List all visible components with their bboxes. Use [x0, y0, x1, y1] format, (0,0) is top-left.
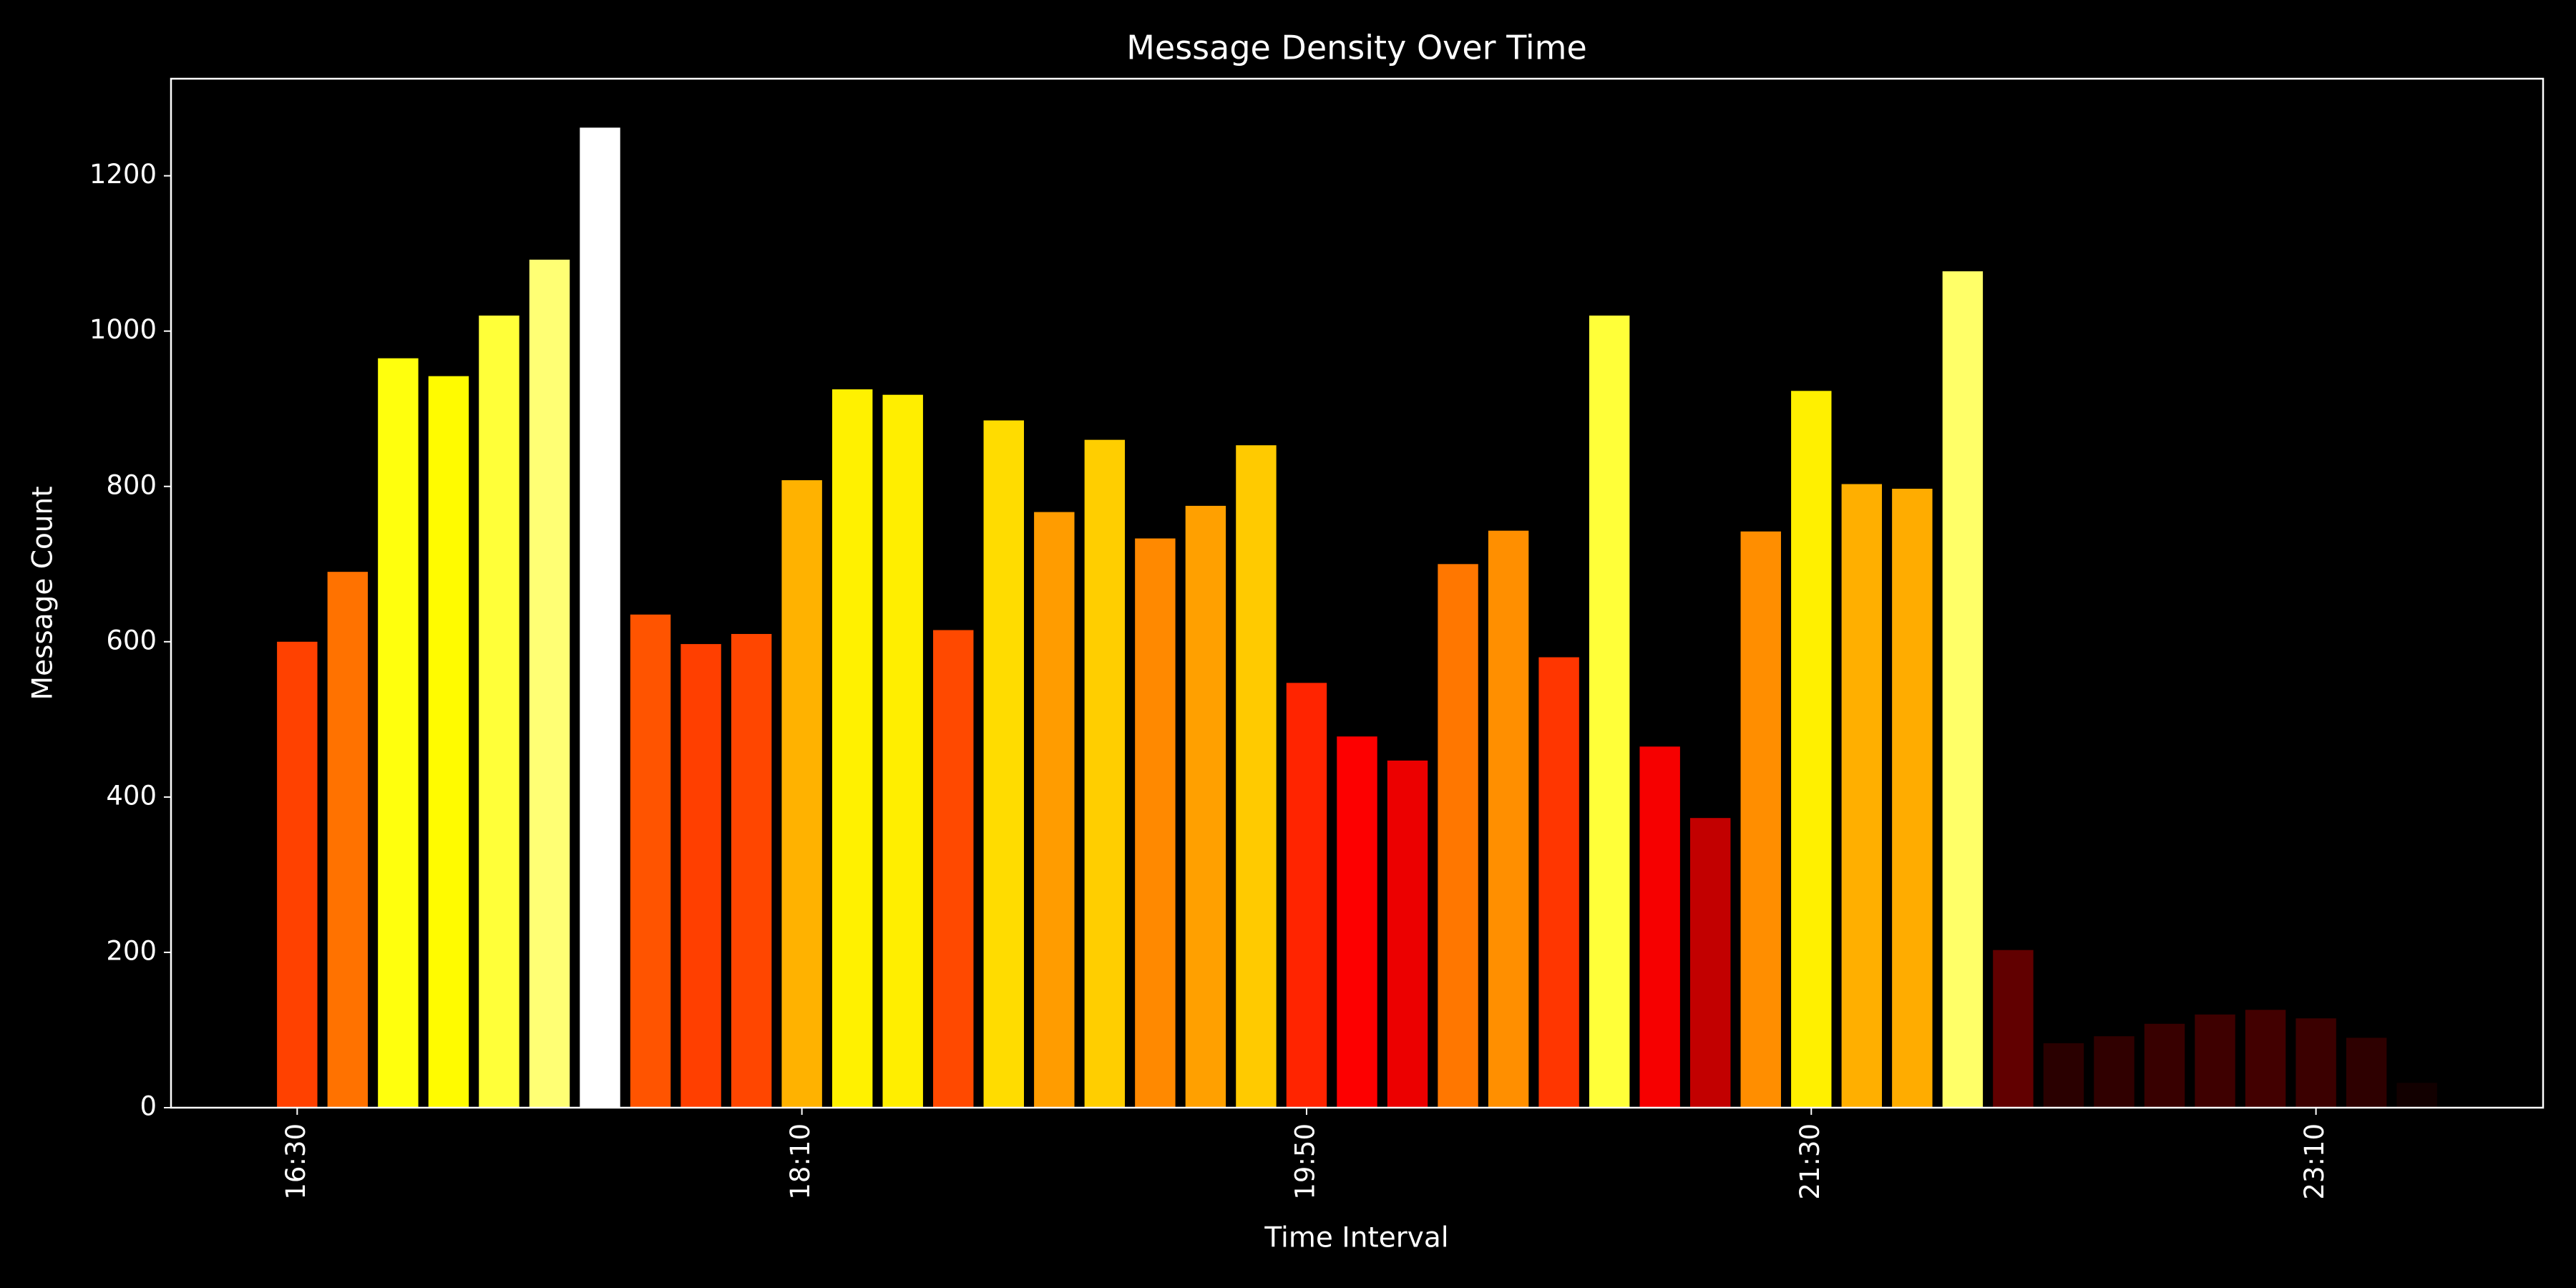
bar — [882, 394, 923, 1108]
x-tick-label: 18:10 — [785, 1123, 816, 1200]
bar — [1538, 657, 1579, 1108]
x-tick-label: 16:30 — [280, 1123, 311, 1200]
y-tick-label: 0 — [140, 1091, 157, 1122]
bar — [1438, 564, 1478, 1108]
bar — [580, 127, 620, 1108]
bar — [1236, 445, 1277, 1108]
bar — [2094, 1036, 2135, 1108]
bar — [479, 316, 519, 1108]
bar — [1740, 531, 1781, 1108]
bar — [680, 644, 721, 1108]
bar — [327, 572, 369, 1108]
bar — [2144, 1023, 2185, 1108]
x-tick-label: 21:30 — [1795, 1123, 1825, 1200]
bar — [378, 358, 419, 1108]
bar — [630, 614, 671, 1108]
bar — [1387, 760, 1428, 1108]
plot-frame — [170, 77, 2545, 1109]
bar — [1084, 439, 1126, 1108]
bar — [1942, 271, 1984, 1108]
bar — [1639, 746, 1680, 1108]
y-tick-label: 1200 — [89, 159, 157, 190]
bar — [831, 389, 873, 1108]
bar — [1034, 512, 1075, 1108]
bar — [1589, 316, 1630, 1108]
bar — [781, 480, 822, 1108]
bar — [1690, 818, 1731, 1108]
bar — [2346, 1038, 2387, 1108]
bar — [1337, 736, 1377, 1108]
bar — [933, 630, 974, 1108]
bar — [731, 633, 772, 1108]
bar — [2296, 1018, 2336, 1108]
bar — [2396, 1083, 2437, 1108]
x-tick-label: 23:10 — [2299, 1123, 2330, 1200]
y-tick-label: 200 — [106, 935, 157, 966]
y-tick-label: 400 — [106, 780, 157, 811]
y-axis-label: Message Count — [27, 486, 59, 700]
y-tick-label: 1000 — [89, 314, 157, 345]
bar — [2245, 1010, 2286, 1108]
bar — [277, 641, 318, 1108]
x-axis-label: Time Interval — [1264, 1222, 1448, 1254]
bar — [529, 259, 570, 1108]
bar — [2043, 1043, 2084, 1108]
bar — [1286, 683, 1327, 1108]
y-tick-label: 600 — [106, 625, 157, 655]
bar — [2195, 1014, 2235, 1108]
y-tick-label: 800 — [106, 469, 157, 500]
bar — [983, 420, 1024, 1108]
bar — [1488, 530, 1529, 1108]
chart-title: Message Density Over Time — [1126, 29, 1587, 67]
bar — [1185, 505, 1226, 1108]
x-tick-label: 19:50 — [1289, 1123, 1320, 1200]
bar — [1841, 484, 1883, 1108]
bar — [1791, 391, 1832, 1108]
bar — [1892, 489, 1933, 1108]
bar — [1135, 538, 1176, 1108]
bar — [428, 376, 469, 1108]
bar — [1993, 950, 2034, 1108]
